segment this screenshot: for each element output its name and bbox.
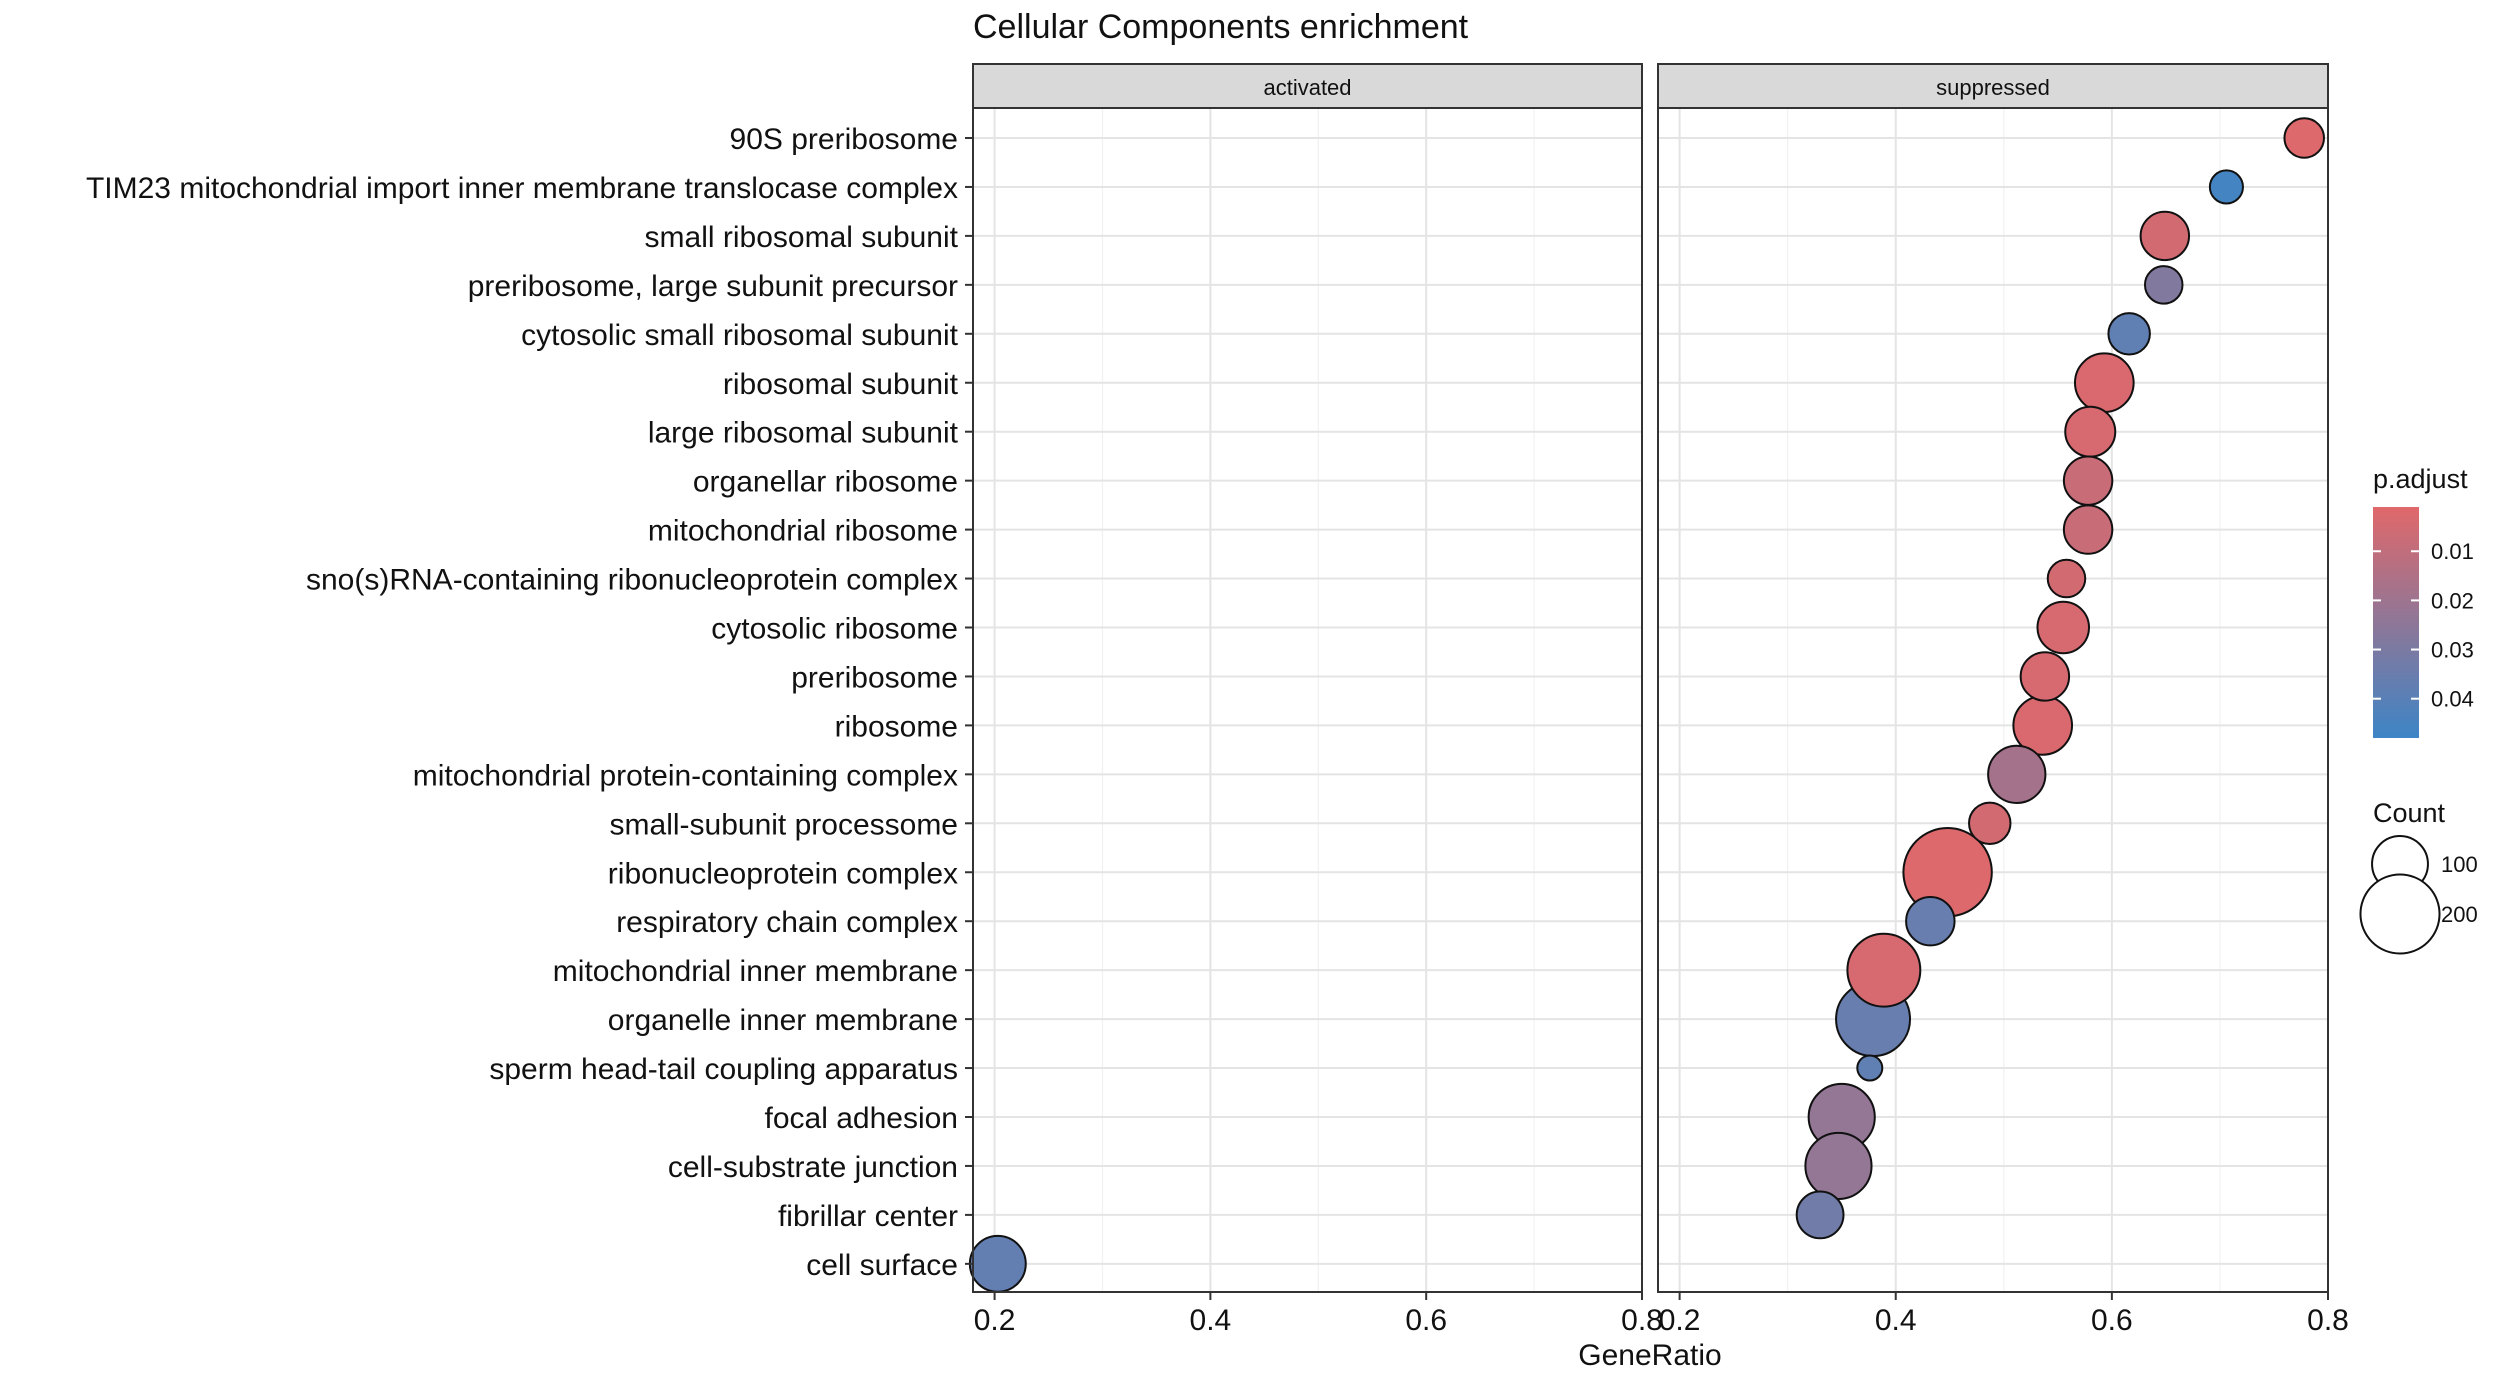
- facet-strip: [972, 63, 1643, 109]
- y-tick-label: ribonucleoprotein complex: [608, 857, 958, 890]
- data-point: [2019, 651, 2071, 702]
- x-tick-label: 0.4: [1875, 1304, 1917, 1337]
- y-tick-label: small ribosomal subunit: [645, 221, 959, 254]
- x-tick-label: 0.4: [1190, 1304, 1232, 1337]
- x-tick-label: 0.8: [2307, 1304, 2349, 1337]
- size-legend-label: 200: [2441, 902, 2478, 927]
- y-tick-label: cytosolic small ribosomal subunit: [521, 319, 958, 352]
- size-legend-title: Count: [2373, 798, 2446, 828]
- facet-panel-activated: activated: [968, 63, 1643, 1293]
- panel-background: [973, 108, 1642, 1292]
- color-legend-label: 0.02: [2431, 588, 2474, 613]
- y-tick-label: TIM23 mitochondrial import inner membran…: [86, 172, 958, 205]
- data-point: [2143, 265, 2184, 305]
- data-point: [1905, 895, 1956, 947]
- data-point: [1804, 1131, 1873, 1201]
- data-point: [2036, 600, 2091, 655]
- data-point: [1846, 932, 1922, 1008]
- y-tick-label: ribosome: [835, 710, 958, 743]
- data-point: [2062, 455, 2114, 506]
- facet-strip: [1657, 63, 2329, 109]
- y-tick-label: sno(s)RNA-containing ribonucleoprotein c…: [306, 564, 958, 597]
- data-point: [1795, 1190, 1845, 1240]
- y-tick-label: focal adhesion: [765, 1102, 958, 1135]
- y-tick-label: cell surface: [806, 1249, 958, 1282]
- facet-strip-label: suppressed: [1936, 75, 2050, 100]
- chart-title: Cellular Components enrichment: [973, 8, 1469, 46]
- facet-panel-suppressed: suppressed: [1657, 63, 2329, 1293]
- panel-background: [1658, 108, 2328, 1292]
- y-tick-label: preribosome, large subunit precursor: [468, 270, 958, 303]
- data-point: [2062, 504, 2114, 555]
- size-legend-label: 100: [2441, 852, 2478, 877]
- y-tick-label: cell-substrate junction: [668, 1151, 958, 1184]
- panel-border: [972, 107, 1643, 1293]
- data-point: [968, 1234, 1027, 1293]
- y-tick-label: 90S preribosome: [730, 123, 958, 156]
- y-tick-label: organellar ribosome: [693, 466, 958, 499]
- x-tick-label: 0.6: [1405, 1304, 1447, 1337]
- y-tick-label: mitochondrial ribosome: [648, 515, 958, 548]
- color-legend-label: 0.03: [2431, 638, 2474, 663]
- data-point: [2107, 312, 2151, 356]
- y-tick-label: mitochondrial protein-containing complex: [413, 759, 958, 792]
- x-tick-label: 0.8: [1621, 1304, 1663, 1337]
- data-point: [2139, 210, 2191, 262]
- data-point: [1856, 1054, 1884, 1082]
- x-axis-label: GeneRatio: [1578, 1339, 1721, 1372]
- data-point: [1987, 744, 2047, 804]
- data-point: [2208, 169, 2244, 205]
- y-tick-label: large ribosomal subunit: [648, 417, 959, 450]
- data-point: [2073, 352, 2135, 414]
- y-tick-label: small-subunit processome: [610, 808, 958, 841]
- facet-strip-label: activated: [1263, 75, 1351, 100]
- color-legend-title: p.adjust: [2373, 464, 2468, 494]
- y-tick-label: organelle inner membrane: [608, 1004, 958, 1037]
- y-tick-label: ribosomal subunit: [723, 368, 959, 401]
- y-tick-label: respiratory chain complex: [616, 906, 958, 939]
- data-point: [2064, 405, 2117, 458]
- panel-border: [1657, 107, 2329, 1293]
- color-legend-bar: [2373, 507, 2419, 738]
- x-tick-label: 0.6: [2091, 1304, 2133, 1337]
- y-tick-label: mitochondrial inner membrane: [553, 955, 958, 988]
- y-tick-label: preribosome: [791, 661, 958, 694]
- y-tick-label: fibrillar center: [778, 1200, 958, 1233]
- y-tick-label: sperm head-tail coupling apparatus: [489, 1053, 958, 1086]
- size-legend-circle: [2359, 873, 2441, 955]
- color-legend-label: 0.04: [2431, 687, 2474, 712]
- x-tick-label: 0.2: [1659, 1304, 1701, 1337]
- data-point: [2046, 558, 2087, 599]
- x-tick-label: 0.2: [974, 1304, 1016, 1337]
- color-legend-label: 0.01: [2431, 539, 2474, 564]
- data-point: [2283, 117, 2325, 159]
- data-point: [1968, 801, 2012, 846]
- y-tick-label: cytosolic ribosome: [711, 613, 958, 646]
